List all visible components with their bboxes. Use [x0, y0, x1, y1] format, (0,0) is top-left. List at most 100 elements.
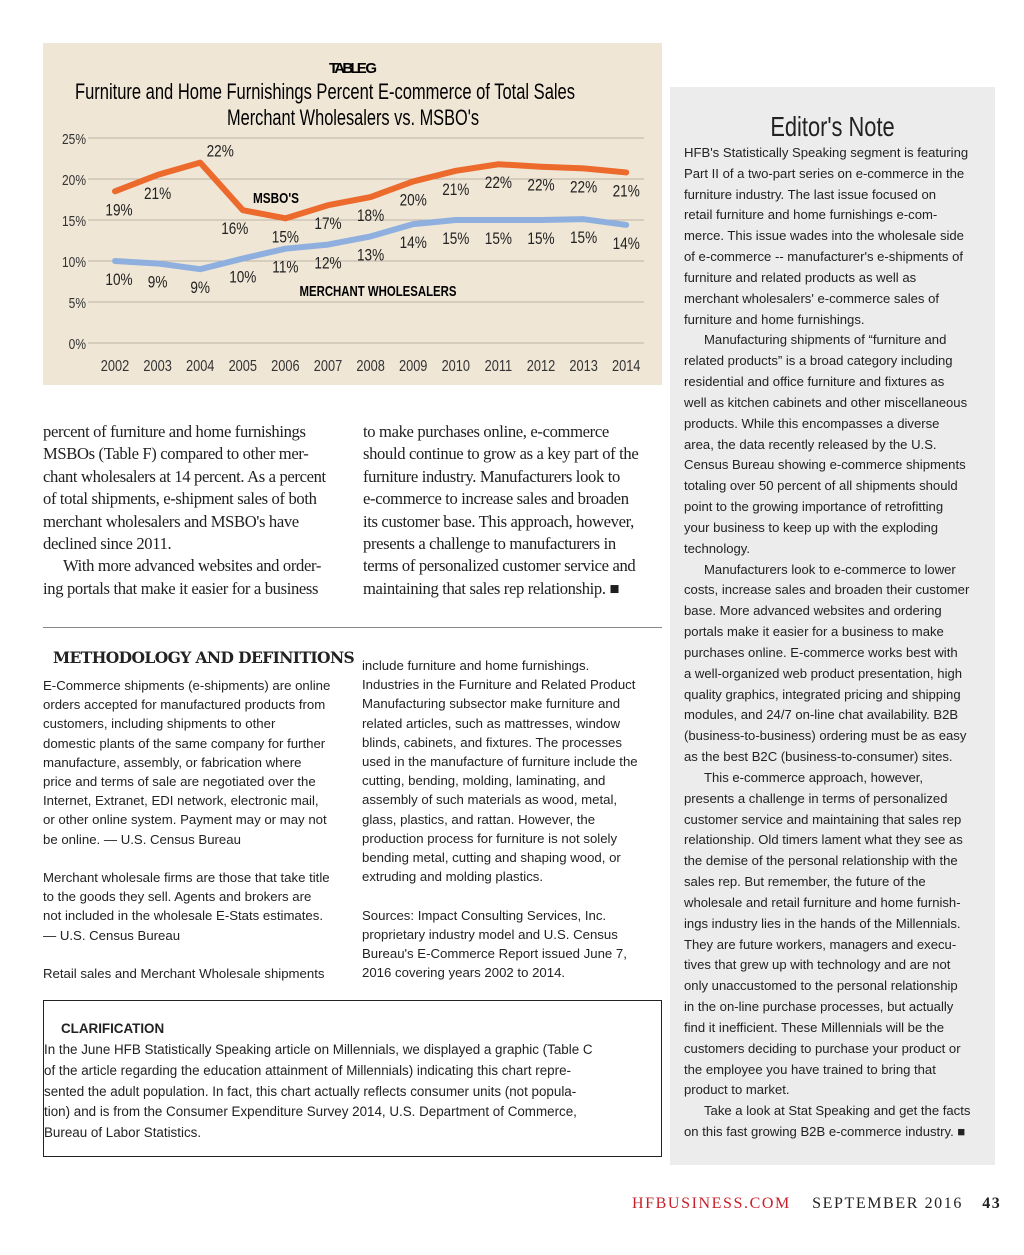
sidebar-text-line: merce. This issue wades into the wholesa… [684, 228, 964, 244]
y-tick-label: 20% [62, 172, 86, 189]
data-label: 19% [105, 201, 132, 220]
x-tick-label: 2009 [399, 358, 427, 376]
series-label-msbo: MSBO'S [253, 190, 299, 207]
data-label: 20% [400, 191, 427, 210]
clarification-box: CLARIFICATION In the June HFB Statistica… [43, 1000, 662, 1157]
page-footer: HFBUSINESS.COM SEPTEMBER 2016 43 [632, 1195, 1001, 1213]
sidebar-text-line: of e-commerce -- manufacturer's e-shipme… [684, 249, 964, 265]
data-label: 15% [527, 230, 554, 249]
text-line: assembly of such materials as wood, meta… [362, 792, 618, 808]
data-label: 22% [207, 142, 234, 161]
data-label: 9% [190, 279, 210, 298]
sidebar-text-line: residential and office furniture and fix… [684, 374, 945, 390]
text-line: MSBOs (Table F) compared to other mer- [43, 444, 309, 464]
data-label: 13% [357, 246, 384, 265]
sidebar-text-line: costs, increase sales and broaden their … [684, 582, 970, 598]
editors-note-sidebar: Editor's Note HFB's Statistically Speaki… [670, 87, 995, 1165]
data-label: 10% [105, 271, 132, 290]
sidebar-text-line: product to market. [684, 1082, 790, 1098]
sidebar-text-line: your business to keep up with the explod… [684, 519, 939, 535]
data-label: 15% [570, 229, 597, 248]
chart-title: Furniture and Home Furnishings Percent E… [75, 79, 575, 104]
sidebar-text-line: Manufacturers look to e-commerce to lowe… [704, 561, 956, 577]
sidebar-text-line: in the on-line purchase processes, but a… [684, 999, 954, 1015]
text-line: Manufacturing subsector make furniture a… [362, 696, 621, 712]
x-tick-label: 2014 [612, 358, 640, 376]
x-tick-label: 2003 [143, 358, 171, 376]
text-line: to make purchases online, e-commerce [363, 422, 609, 441]
x-tick-label: 2013 [569, 358, 597, 376]
series-label-merchant-wholesalers: MERCHANT WHOLESALERS [300, 283, 457, 300]
sidebar-text-line: customer service and maintaining that sa… [684, 811, 962, 827]
text-line: extruding and molding plastics. [362, 869, 544, 885]
x-tick-label: 2004 [186, 358, 214, 376]
text-line: ing portals that make it easier for a bu… [43, 578, 319, 598]
sidebar-text-line: find it inefficient. These Millennials w… [684, 1019, 945, 1035]
text-line: merchant wholesalers and MSBO's have [43, 511, 299, 531]
text-line: chant wholesalers at 14 percent. As a pe… [43, 466, 326, 486]
text-line: blinds, cabinets, and fixtures. The proc… [362, 734, 622, 750]
sidebar-text-line: point to the growing importance of retro… [684, 499, 944, 515]
text-line: its customer base. This approach, howeve… [363, 511, 634, 531]
text-line: Industries in the Furniture and Related … [362, 677, 636, 693]
sidebar-text-line: only unaccustomed to the personal relati… [684, 978, 958, 994]
text-line: tion) and is from the Consumer Expenditu… [44, 1104, 577, 1120]
y-tick-label: 0% [69, 336, 86, 353]
text-line: glass, plastics, and rattan. However, th… [362, 811, 596, 827]
text-line: not included in the wholesale E-Stats es… [43, 908, 324, 924]
data-label: 16% [221, 220, 248, 239]
sidebar-text-line: base. More advanced websites and orderin… [684, 603, 942, 619]
text-line: production process for furniture is not … [362, 830, 618, 846]
text-line: used in the manufacture of furniture inc… [362, 754, 638, 769]
sidebar-text-line: the employee you have trained to bring t… [684, 1061, 936, 1077]
sidebar-text-line: as the best B2C (business-to-consumer) s… [684, 749, 953, 765]
chart-subtitle: Merchant Wholesalers vs. MSBO's [227, 105, 479, 130]
sidebar-text-line: Part II of a two-part series on e-commer… [684, 165, 965, 181]
x-tick-label: 2011 [485, 358, 512, 376]
text-line: Sources: Impact Consulting Services, Inc… [362, 907, 607, 923]
footer-page-number: 43 [982, 1195, 1002, 1212]
text-line: domestic plants of the same company for … [43, 735, 326, 751]
text-line: proprietary industry model and U.S. Cens… [362, 926, 618, 942]
data-label: 14% [613, 235, 640, 254]
text-line: Retail sales and Merchant Wholesale ship… [43, 966, 325, 981]
text-line: Merchant wholesale firms are those that … [43, 870, 330, 885]
data-label: 12% [314, 254, 341, 273]
x-tick-label: 2006 [271, 358, 299, 376]
text-line: to the goods they sell. Agents and broke… [43, 889, 312, 905]
text-line: furniture industry. Manufacturers look t… [363, 466, 620, 486]
y-tick-label: 10% [62, 254, 86, 271]
text-line: presents a challenge to manufacturers in [363, 534, 616, 553]
x-tick-label: 2002 [101, 358, 129, 376]
sidebar-text-line: wholesale and retail furniture and home … [684, 894, 961, 910]
sidebar-text-line: on this fast growing B2B e-commerce indu… [684, 1124, 966, 1139]
line-chart: TABLE G Furniture and Home Furnishings Pe… [62, 60, 644, 376]
footer-website: HFBUSINESS.COM [632, 1195, 791, 1212]
sidebar-text-line: Census Bureau showing e-commerce shipmen… [684, 457, 966, 473]
text-line: In the June HFB Statistically Speaking a… [44, 1042, 593, 1057]
sidebar-text-line: Manufacturing shipments of “furniture an… [704, 332, 947, 348]
text-line: include furniture and home furnishings. [362, 658, 590, 673]
text-line: cutting, bending, molding, laminating, a… [362, 773, 606, 789]
sidebar-text-line: portals make it easier for a business to… [684, 624, 944, 640]
x-tick-label: 2010 [442, 358, 470, 376]
sidebar-text-line: sales rep. But remember, the future of t… [684, 874, 926, 890]
sidebar-text-line: customers deciding to purchase your prod… [684, 1040, 961, 1056]
y-tick-label: 25% [62, 131, 86, 148]
text-line: Bureau's E-Commerce Report issued June 7… [362, 946, 627, 961]
sidebar-text-line: ings industry lies in the hands of the M… [684, 915, 961, 931]
text-line: sented the adult population. In fact, th… [44, 1083, 577, 1099]
data-label: 10% [229, 268, 256, 287]
x-tick-label: 2008 [356, 358, 384, 376]
text-line: percent of furniture and home furnishing… [43, 422, 306, 441]
sidebar-text-line: modules, and 24/7 on-line chat availabil… [684, 707, 959, 723]
sidebar-text-line: the demise of the personal relationship … [684, 853, 958, 869]
data-label: 22% [527, 176, 554, 195]
data-label: 15% [272, 228, 299, 247]
text-line: — U.S. Census Bureau [43, 927, 181, 943]
sidebar-text-line: They are future workers, managers and ex… [684, 936, 957, 952]
text-line: maintaining that sales rep relationship.… [363, 578, 620, 598]
x-tick-label: 2005 [229, 358, 257, 376]
text-line: Bureau of Labor Statistics. [44, 1125, 202, 1141]
data-label: 17% [314, 215, 341, 234]
